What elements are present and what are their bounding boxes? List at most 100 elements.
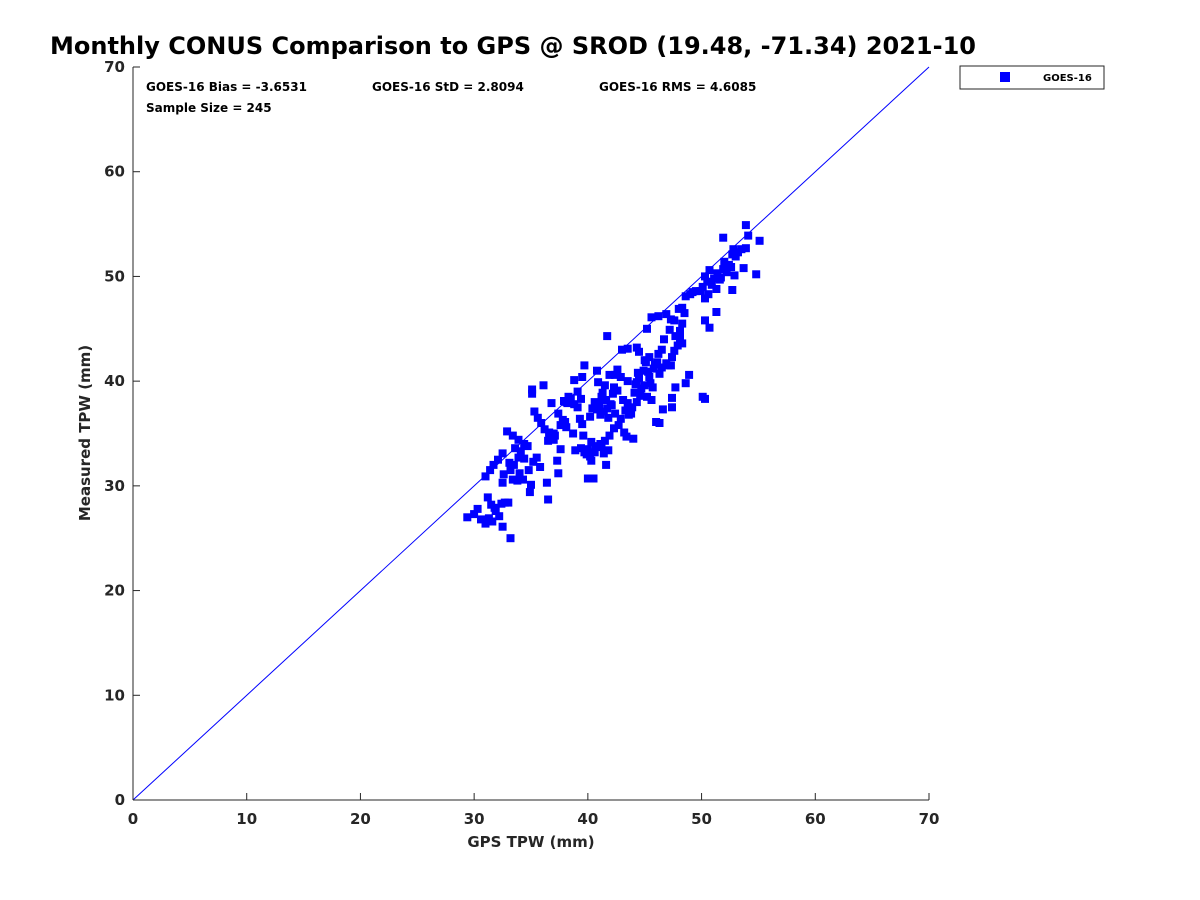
data-point [647, 396, 656, 404]
data-point [580, 361, 589, 370]
data-point [514, 435, 523, 444]
data-point [611, 409, 620, 418]
data-point [506, 466, 515, 475]
data-point [497, 499, 506, 508]
legend-box [959, 65, 1105, 90]
data-point [587, 456, 596, 465]
x-tick-label: 40 [577, 810, 598, 828]
data-point [620, 428, 629, 437]
data-point [524, 466, 533, 475]
data-point [600, 436, 609, 445]
data-point [488, 517, 497, 526]
data-point [670, 316, 679, 325]
chart-title: Monthly CONUS Comparison to GPS @ SROD (… [50, 32, 976, 60]
data-point [486, 466, 495, 475]
data-point [744, 231, 753, 240]
data-point [610, 424, 618, 433]
data-point [710, 274, 719, 283]
data-point [665, 325, 674, 334]
data-point [553, 456, 562, 465]
data-point [530, 407, 539, 416]
data-point [600, 381, 609, 390]
y-tick-label: 60 [104, 163, 125, 181]
data-point [564, 392, 573, 401]
data-point [643, 324, 651, 333]
data-point [506, 534, 515, 543]
data-point [504, 498, 513, 507]
stat-bias: GOES-16 Bias = -3.6531 [146, 80, 307, 94]
data-point [668, 403, 676, 412]
data-point [666, 361, 675, 370]
data-point [680, 309, 689, 318]
data-point [676, 334, 684, 343]
data-point [681, 379, 690, 388]
data-point [503, 427, 512, 436]
data-point [477, 515, 485, 524]
data-point [573, 403, 582, 412]
data-point [603, 404, 612, 413]
data-point [644, 367, 653, 376]
data-point [582, 450, 591, 459]
data-point [632, 398, 641, 407]
data-point [639, 366, 648, 375]
data-point [728, 286, 737, 294]
data-point [636, 391, 645, 400]
data-point [640, 381, 649, 390]
data-point [737, 245, 746, 254]
data-point [498, 522, 507, 531]
data-point [511, 444, 520, 453]
data-point [632, 343, 641, 352]
data-point [652, 418, 661, 426]
data-point [570, 376, 579, 385]
y-tick-label: 10 [104, 686, 125, 704]
data-point [547, 399, 556, 408]
data-points [463, 221, 764, 543]
data-point [678, 319, 687, 328]
data-point [520, 440, 529, 448]
data-point [648, 383, 657, 392]
data-point [671, 332, 680, 341]
data-point [505, 458, 514, 467]
data-point [755, 236, 764, 245]
data-point [513, 476, 522, 485]
data-point [731, 252, 740, 261]
data-point [498, 478, 507, 487]
data-point [713, 269, 722, 278]
data-point [633, 368, 642, 377]
data-point [550, 431, 559, 440]
data-point [657, 363, 666, 372]
data-point [549, 435, 558, 444]
x-tick-label: 0 [128, 810, 138, 828]
data-point [577, 394, 585, 403]
data-point [715, 275, 724, 284]
data-point [618, 345, 626, 354]
data-point [596, 410, 605, 419]
y-tick-label: 30 [104, 477, 125, 495]
data-point [676, 326, 684, 335]
data-point [668, 393, 676, 402]
data-point [540, 425, 549, 434]
data-point [495, 512, 504, 521]
data-point [481, 519, 490, 528]
data-point [614, 421, 623, 430]
data-point [560, 397, 568, 405]
data-point [712, 308, 721, 316]
data-point [593, 366, 601, 375]
plot-area: 0 10 20 30 40 50 60 70 0 10 20 30 40 50 60 70 [104, 58, 939, 828]
data-point [696, 287, 705, 296]
data-point [630, 388, 639, 397]
data-point [463, 513, 472, 522]
data-point [647, 313, 656, 322]
data-point [536, 463, 545, 471]
data-point [481, 472, 490, 481]
data-point [532, 453, 541, 462]
data-point [597, 443, 606, 452]
data-point [730, 271, 739, 280]
data-point [525, 488, 534, 497]
data-point [587, 437, 596, 446]
data-point [629, 434, 638, 443]
x-tick-label: 50 [691, 810, 712, 828]
data-point [605, 370, 614, 379]
data-point [619, 396, 628, 404]
stat-rms: GOES-16 RMS = 4.6085 [599, 80, 756, 94]
